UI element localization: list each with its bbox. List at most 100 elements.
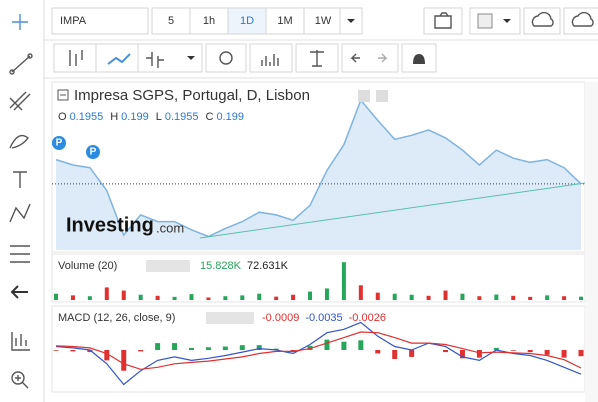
plots: Volume (20) 15.828K 72.631K MACD (12, 26, c… [52,98,585,386]
interval-label: 1M [277,15,292,27]
volume-bar [54,293,58,300]
ohlc-value: 0.199 [216,111,244,123]
volume-bar [477,296,482,300]
settings-button[interactable] [376,90,388,102]
volume-bar [138,294,143,300]
trend-line [199,182,586,239]
volume-pane [51,253,586,303]
event-marker[interactable] [52,136,66,150]
volume-bar [155,295,160,300]
collapse-toggle[interactable] [57,89,69,101]
price-line [55,98,582,238]
symbol: IMPA [60,15,87,27]
macd-histogram-bar [493,347,499,350]
event-marker-label: P [90,147,97,158]
volume-bar [545,295,550,300]
interval-bar: 5 1h 1D 1M 1W [151,7,343,35]
caret [503,19,511,23]
volume-bar [375,292,380,300]
macd-histogram-bar [358,340,364,350]
volume-bar [358,285,363,300]
side-toolbar [0,0,44,402]
macd-line [55,331,582,370]
ohlc-label: O [58,111,67,123]
volume-value: 15.828K [200,260,242,272]
price-area [56,100,581,250]
macd-histogram-bar [138,350,144,352]
macd-histogram-bar [341,341,347,350]
symbol-box[interactable] [51,7,149,35]
macd-value: -0.0035 [305,312,342,324]
volume-bar [291,294,296,300]
volume-title: Volume (20) [58,260,117,272]
macd-histogram-bar [527,350,533,353]
macd-histogram-bar [307,345,313,350]
interval-button[interactable] [303,7,343,35]
macd-title: MACD (12, 26, close, 9) [58,312,175,324]
macd-histogram-bar [53,350,59,351]
macd-histogram-bar [544,350,550,355]
volume-bar [206,297,211,300]
event-marker-label: P [56,138,63,149]
volume-bar [274,296,279,300]
snapshot-button[interactable] [423,7,463,35]
volume-bar [257,293,262,300]
volume-bar [87,296,92,300]
interval-button[interactable] [151,7,191,35]
load-button[interactable] [523,7,561,35]
macd-histogram-bar [510,350,516,351]
macd-histogram-bar [172,343,178,350]
volume-bar [324,288,329,300]
macd-histogram-bar [561,350,567,358]
chart-tools[interactable] [53,43,437,73]
camera-icon [434,12,452,29]
macd-histogram-bar [239,345,245,350]
volume-bar [240,295,245,300]
volume-bar [121,290,126,300]
macd-histogram-bar [375,350,381,354]
cloud-icon [571,11,594,27]
ohlc-label: C [205,111,213,123]
ohlc-legend: O 0.1955 H 0.199 L 0.1955 C 0.199 [58,111,244,123]
macd-histogram-bar [256,345,262,350]
interval-label: 1h [203,15,215,27]
volume-bar [341,262,346,300]
interval-button[interactable] [265,7,305,35]
volume-bar [579,296,583,300]
event-marker[interactable] [86,145,100,159]
swatch [477,13,493,29]
macd-histogram-bar [205,347,211,350]
chart-title: Impresa SGPS, Portugal, D, Lisbon [74,87,310,104]
ohlc-value: 0.1955 [165,111,199,123]
volume-bar [392,293,397,300]
cloud-icon [531,11,554,27]
macd-histogram-bar [392,350,398,359]
interval-button[interactable] [189,7,229,35]
macd-histogram-bar [459,350,465,359]
macd-histogram-bar [273,348,279,350]
macd-histogram-bar [409,350,415,357]
volume-bar [460,293,465,300]
drawing-tools[interactable] [9,14,33,389]
eye-button[interactable] [358,90,370,102]
volume-bar [104,287,109,300]
price-axis [585,82,598,402]
macd-value: -0.0026 [349,312,386,324]
pane-buttons [206,312,254,324]
volume-bar [172,296,177,300]
macd-histogram-bar [222,346,228,350]
volume-bar [308,291,313,300]
macd-histogram-bar [87,350,93,353]
macd-histogram-bar [188,347,194,350]
volume-bar [443,290,448,300]
logo-suffix: .com [156,220,184,235]
macd-histogram-bar [476,350,482,358]
ohlc-label: H [110,111,118,123]
volume-bar [511,295,516,300]
volume-bar [409,294,414,300]
volume-bar [494,294,499,300]
macd-histogram-bar [578,350,584,357]
macd-histogram-bar [70,350,76,352]
macd-value: -0.0009 [262,312,299,324]
